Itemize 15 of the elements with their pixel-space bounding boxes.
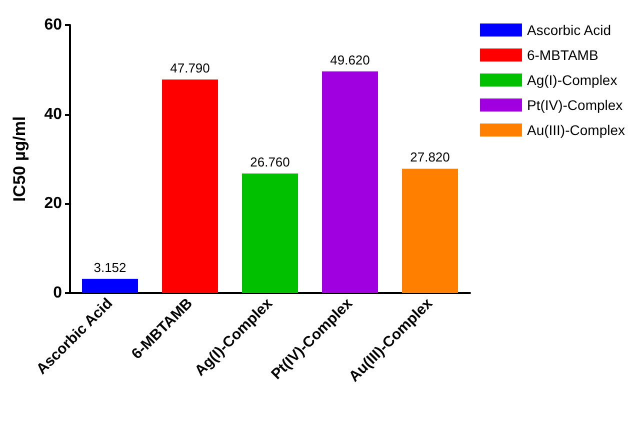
data-label: 27.820 (410, 150, 450, 165)
legend-label: Pt(IV)-Complex (526, 97, 623, 113)
legend-label: Ag(I)-Complex (526, 72, 618, 88)
data-label: 3.152 (94, 260, 126, 275)
y-axis-title: IC50 µg/ml (10, 116, 29, 202)
legend-label: 6-MBTAMB (526, 47, 598, 63)
y-tick-label: 0 (53, 284, 62, 302)
y-tick-label: 20 (44, 195, 62, 212)
data-label: 26.760 (250, 154, 290, 170)
data-label: 49.620 (330, 52, 370, 68)
y-tick-label: 40 (44, 106, 62, 123)
data-label: 47.790 (170, 60, 210, 76)
legend-label: Ascorbic Acid (526, 22, 612, 38)
legend-label: Au(III)-Complex (526, 122, 626, 138)
y-tick-label: 60 (44, 16, 62, 34)
